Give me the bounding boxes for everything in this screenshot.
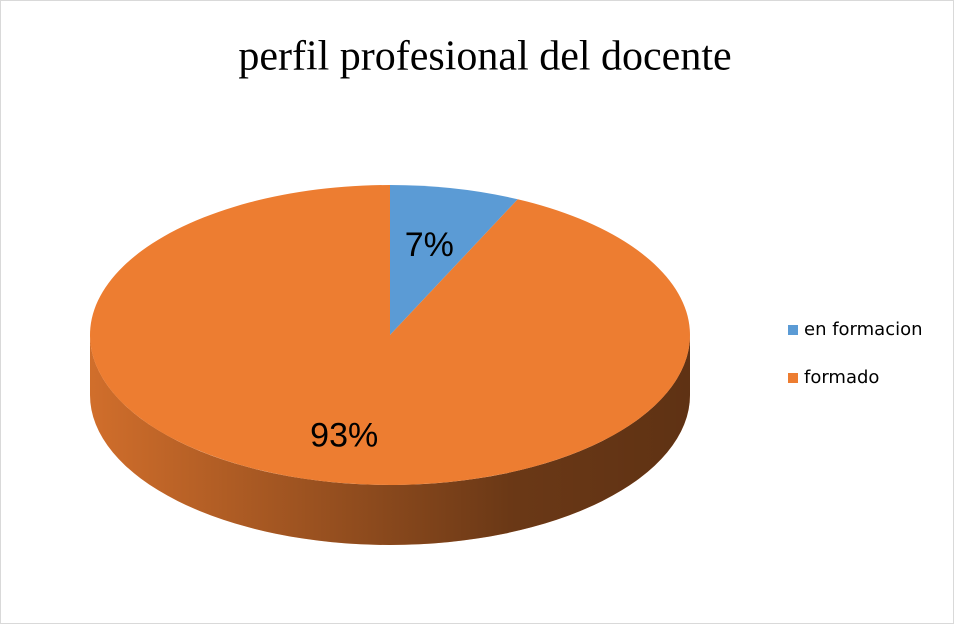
pie-side-shade bbox=[90, 335, 690, 545]
legend-label: en formacion bbox=[804, 319, 923, 340]
legend-swatch bbox=[788, 325, 798, 335]
data-label: 93% bbox=[310, 416, 378, 454]
pie-slice bbox=[89, 185, 690, 485]
legend-swatch bbox=[788, 373, 798, 383]
legend-label: formado bbox=[804, 367, 879, 388]
data-label: 7% bbox=[405, 226, 454, 264]
chart-title: perfil profesional del docente bbox=[238, 34, 731, 80]
pie-slice bbox=[390, 185, 518, 335]
